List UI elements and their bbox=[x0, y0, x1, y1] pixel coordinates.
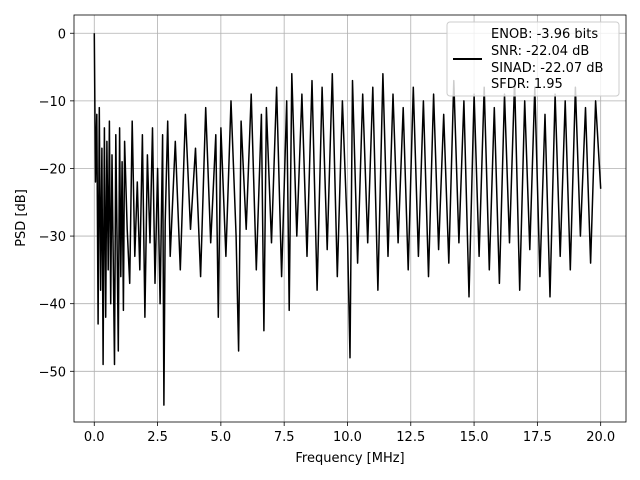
plot-area bbox=[93, 33, 602, 406]
y-tick-label: −50 bbox=[39, 365, 66, 380]
legend-enob: ENOB: -3.96 bits bbox=[491, 27, 598, 42]
axes-frame bbox=[73, 14, 627, 423]
legend-snr: SNR: -22.04 dB bbox=[491, 44, 589, 59]
legend-box bbox=[446, 21, 620, 97]
x-tick-label: 0.0 bbox=[84, 430, 105, 445]
y-axis-ticks: 0 −10 −20 −30 −40 −50 bbox=[39, 27, 74, 380]
x-tick-label: 7.5 bbox=[274, 430, 295, 445]
x-tick-label: 15.0 bbox=[460, 430, 489, 445]
x-axis-ticks: 0.0 2.5 5.0 7.5 10.0 12.5 15.0 17.5 20.0 bbox=[84, 422, 615, 445]
y-axis-label: PSD [dB] bbox=[14, 189, 29, 247]
psd-series-line bbox=[93, 33, 602, 406]
x-tick-label: 10.0 bbox=[333, 430, 362, 445]
x-axis-label: Frequency [MHz] bbox=[295, 451, 404, 466]
x-tick-label: 5.0 bbox=[211, 430, 232, 445]
x-tick-label: 17.5 bbox=[523, 430, 552, 445]
x-tick-label: 2.5 bbox=[147, 430, 168, 445]
y-tick-label: −30 bbox=[39, 230, 66, 245]
legend-sfdr: SFDR: 1.95 bbox=[491, 77, 563, 92]
y-tick-label: −10 bbox=[39, 95, 66, 110]
x-tick-label: 20.0 bbox=[586, 430, 615, 445]
y-tick-label: −40 bbox=[39, 298, 66, 313]
y-tick-label: −20 bbox=[39, 162, 66, 177]
y-tick-label: 0 bbox=[58, 27, 66, 42]
legend: ENOB: -3.96 bits SNR: -22.04 dB SINAD: -… bbox=[446, 21, 620, 97]
x-tick-label: 12.5 bbox=[396, 430, 425, 445]
legend-sinad: SINAD: -22.07 dB bbox=[491, 61, 603, 76]
